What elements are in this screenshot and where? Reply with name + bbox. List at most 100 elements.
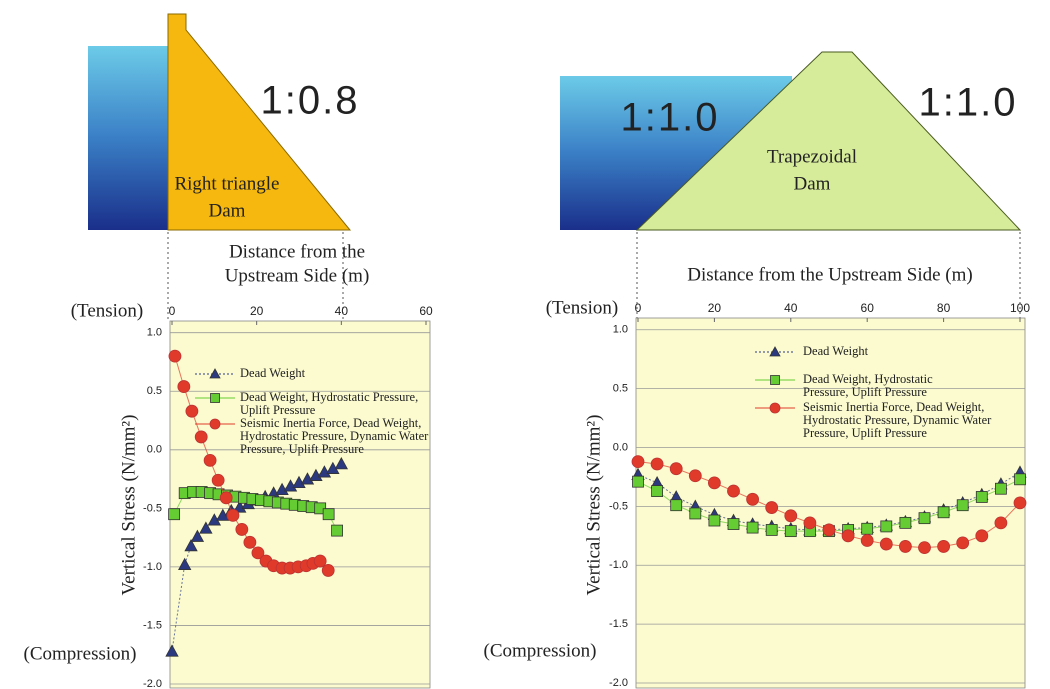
square-marker [708, 514, 721, 527]
legend-label: Dead Weight [240, 366, 306, 380]
chart: 1:1.0 1:1.0 Trapezoidal Dam Distance from th… [484, 81, 1031, 689]
y-tick-label: 0.5 [147, 385, 162, 397]
circle-marker [211, 473, 225, 487]
y-tick-label: -1.5 [609, 618, 628, 630]
circle-marker [822, 523, 836, 537]
square-marker [322, 508, 335, 521]
dam-label: Trapezoidal [767, 146, 857, 167]
square-marker [861, 522, 874, 535]
legend-marker [770, 375, 780, 385]
triangle-marker [283, 479, 298, 492]
circle-marker [313, 554, 327, 568]
y-tick-label: 0.0 [613, 441, 628, 453]
circle-marker [746, 492, 759, 506]
legend-label-line: Dead Weight, Hydrostatic [803, 372, 936, 386]
y-axis-label: Vertical Stress (N/mm²) [118, 415, 139, 596]
x-tick-label: 0 [635, 301, 642, 315]
slope-label: 1:1.0 [919, 81, 1018, 125]
legend-label-line: Dead Weight [240, 366, 306, 380]
circle-marker [235, 523, 249, 536]
legend-label-line: Uplift Pressure [240, 403, 316, 417]
legend-label-line: Pressure, Uplift Pressure [240, 442, 364, 456]
chart: 1:0.8 Right triangle Dam Distance from the U… [24, 79, 433, 689]
legend-label-line: Hydrostatic Pressure, Dynamic Water [803, 413, 994, 427]
circle-marker [975, 529, 989, 543]
legend-label-line: Dead Weight [803, 344, 869, 358]
x-tick-label: 60 [861, 301, 875, 315]
x-axis-label: Upstream Side (m) [225, 265, 370, 286]
series-line [637, 471, 1021, 531]
circle-marker [899, 540, 912, 553]
legend-label-line: Seismic Inertia Force, Dead Weight, [240, 416, 424, 430]
circle-marker [177, 380, 191, 393]
y-tick-label: 0.5 [613, 383, 628, 395]
circle-marker [765, 501, 779, 514]
circle-marker [631, 455, 645, 469]
square-marker [689, 507, 702, 520]
compression-label: (Compression) [24, 643, 137, 664]
circle-marker [937, 540, 950, 553]
legend-marker [209, 418, 221, 430]
circle-marker [784, 509, 798, 523]
triangle-marker [334, 457, 349, 470]
x-tick-label: 20 [250, 304, 264, 318]
square-marker [918, 512, 931, 525]
triangle-marker [178, 557, 192, 570]
circle-marker [803, 516, 817, 530]
circle-marker [956, 536, 970, 550]
legend-label-line: Hydrostatic Pressure, Dynamic Water [240, 429, 431, 443]
y-tick-label: 1.0 [147, 327, 162, 339]
dam [635, 51, 1022, 231]
triangle-marker [292, 475, 306, 488]
square-marker [880, 520, 893, 533]
circle-marker [669, 462, 683, 476]
circle-marker [321, 564, 335, 577]
square-marker [746, 521, 759, 534]
triangle-marker [199, 521, 213, 534]
x-axis-label: Distance from the Upstream Side (m) [687, 264, 972, 285]
triangle-marker [184, 538, 198, 552]
tension-label: (Tension) [71, 300, 144, 321]
dam-label: Dam [794, 173, 831, 194]
x-tick-label: 60 [419, 304, 433, 318]
triangle-marker [233, 500, 247, 513]
y-tick-label: -0.5 [143, 502, 162, 514]
circle-marker [185, 404, 199, 418]
square-marker [727, 518, 740, 530]
y-tick-label: -1.0 [143, 561, 162, 573]
square-marker [765, 524, 778, 536]
circle-marker [168, 349, 182, 363]
x-axis-label: Distance from the [229, 241, 365, 262]
x-tick-label: 0 [169, 304, 176, 318]
circle-marker [994, 516, 1008, 530]
square-marker [937, 506, 950, 519]
legend-label: Dead Weight, Hydrostatic Pressure, Uplif… [240, 390, 421, 417]
dam-label: Right triangle [174, 173, 279, 194]
triangle-marker [165, 644, 179, 657]
y-tick-label: -2.0 [609, 677, 628, 689]
square-marker [670, 499, 683, 512]
circle-marker [203, 453, 217, 467]
legend-label: Seismic Inertia Force, Dead Weight, Hydr… [240, 416, 431, 456]
x-tick-label: 20 [708, 301, 722, 315]
legend-label: Seismic Inertia Force, Dead Weight, Hydr… [803, 400, 994, 440]
circle-marker [1013, 496, 1027, 510]
dam [167, 13, 352, 231]
square-marker [331, 524, 344, 537]
circle-marker [194, 430, 208, 444]
circle-marker [251, 546, 265, 560]
y-tick-label: -1.0 [609, 559, 628, 571]
triangle-marker [317, 465, 332, 478]
legend-label: Dead Weight [803, 344, 869, 358]
circle-marker [688, 469, 702, 483]
triangle-marker [275, 482, 289, 496]
circle-marker [226, 508, 240, 522]
circle-marker [841, 529, 855, 543]
legend-marker [210, 393, 220, 403]
y-tick-label: -1.5 [143, 619, 162, 631]
legend-label-line: Dead Weight, Hydrostatic Pressure, [240, 390, 421, 404]
circle-marker [860, 534, 874, 547]
square-marker [956, 499, 969, 512]
legend-label-line: Seismic Inertia Force, Dead Weight, [803, 400, 987, 414]
